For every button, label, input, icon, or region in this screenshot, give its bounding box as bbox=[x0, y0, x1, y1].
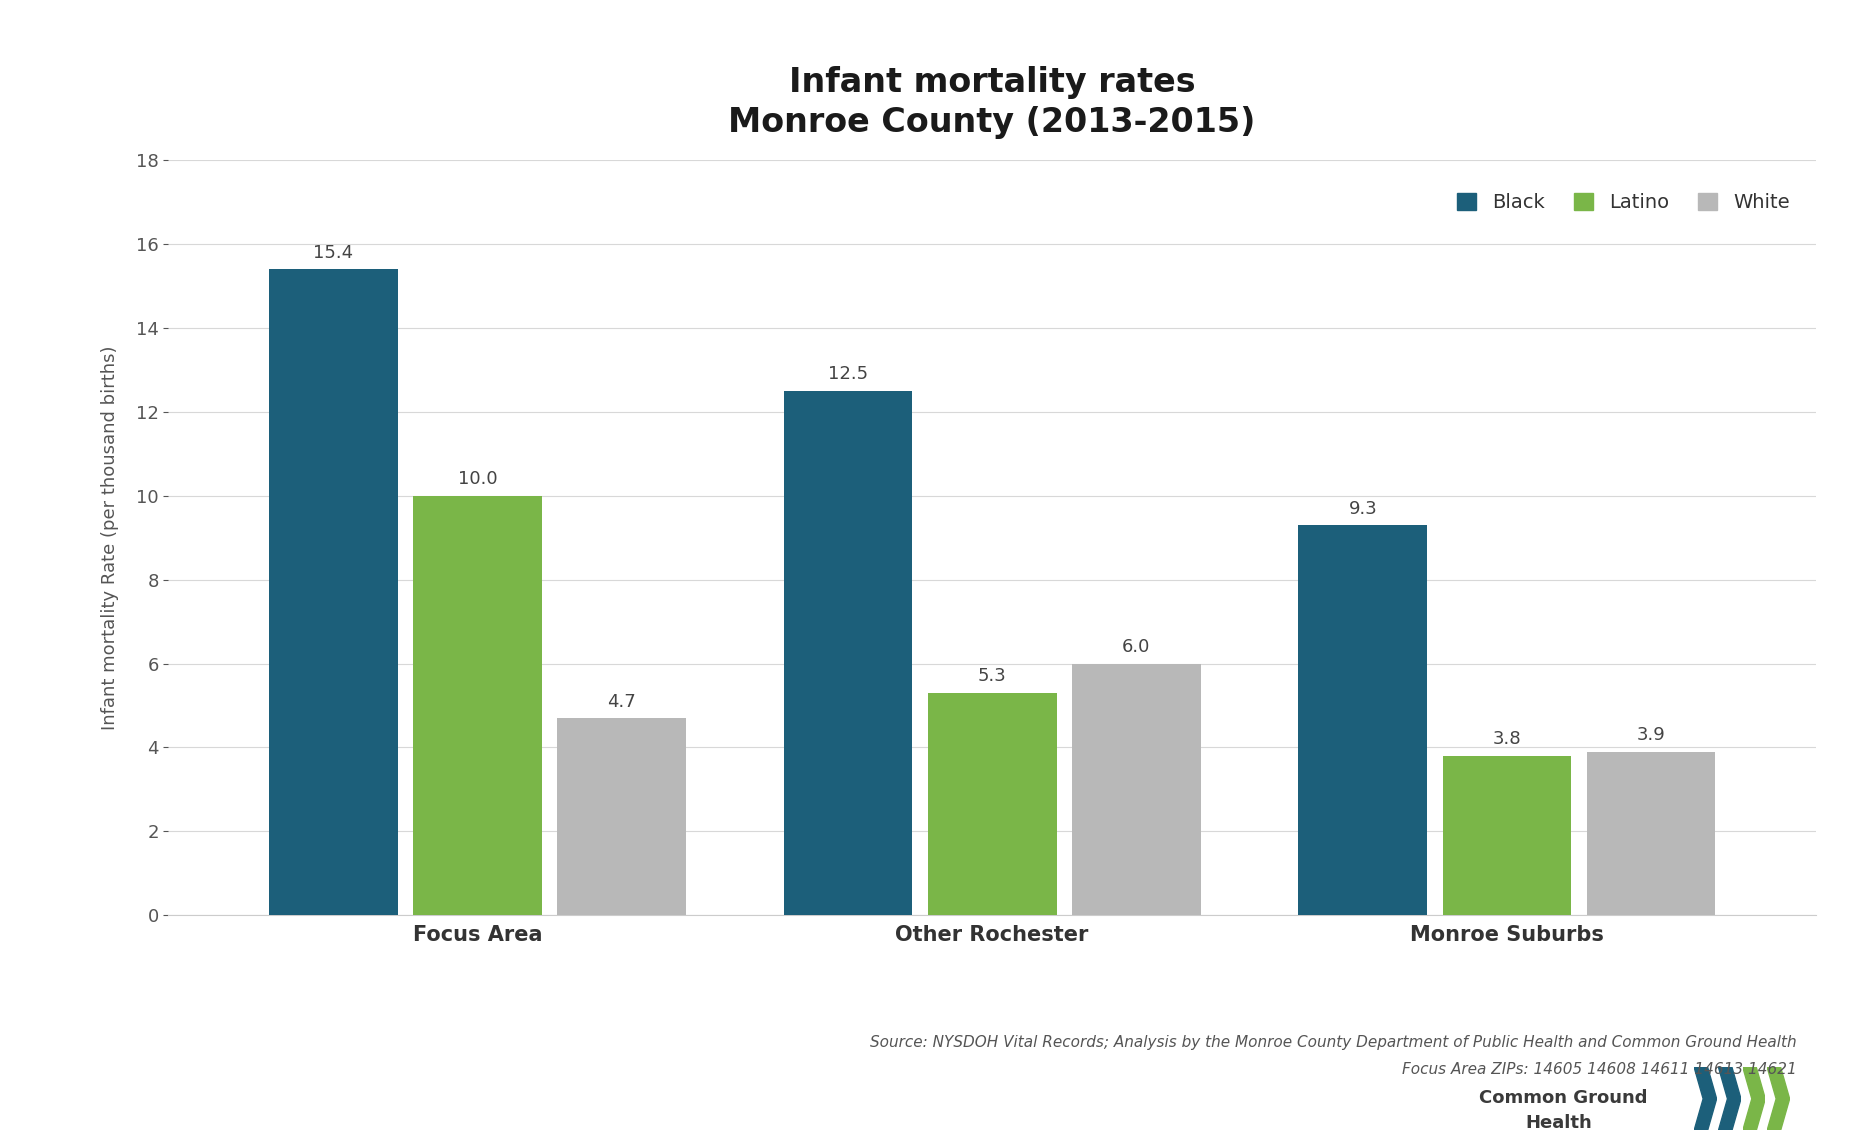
Bar bbox=[784, 391, 912, 915]
Text: Source: NYSDOH Vital Records; Analysis by the Monroe County Department of Public: Source: NYSDOH Vital Records; Analysis b… bbox=[870, 1035, 1797, 1050]
Bar bbox=[558, 718, 685, 915]
Bar bbox=[414, 495, 541, 915]
Polygon shape bbox=[1694, 1067, 1717, 1130]
Bar bbox=[1073, 664, 1200, 915]
Text: 9.3: 9.3 bbox=[1348, 500, 1378, 517]
Bar bbox=[270, 269, 397, 915]
Text: 4.7: 4.7 bbox=[607, 692, 636, 710]
Polygon shape bbox=[1743, 1067, 1765, 1130]
Legend: Black, Latino, White: Black, Latino, White bbox=[1456, 192, 1790, 212]
Text: Common Ground: Common Ground bbox=[1479, 1089, 1647, 1107]
Text: Health: Health bbox=[1526, 1114, 1593, 1133]
Title: Infant mortality rates
Monroe County (2013-2015): Infant mortality rates Monroe County (20… bbox=[728, 65, 1256, 140]
Text: 6.0: 6.0 bbox=[1121, 638, 1151, 656]
Bar bbox=[1299, 525, 1426, 915]
Text: 3.9: 3.9 bbox=[1636, 726, 1666, 744]
Text: 12.5: 12.5 bbox=[827, 365, 869, 383]
Text: 15.4: 15.4 bbox=[313, 244, 354, 262]
Y-axis label: Infant mortality Rate (per thousand births): Infant mortality Rate (per thousand birt… bbox=[101, 345, 120, 730]
Text: 3.8: 3.8 bbox=[1492, 730, 1522, 748]
Bar bbox=[929, 693, 1056, 915]
Bar bbox=[1587, 752, 1715, 915]
Polygon shape bbox=[1767, 1067, 1790, 1130]
Text: Focus Area ZIPs: 14605 14608 14611 14613 14621: Focus Area ZIPs: 14605 14608 14611 14613… bbox=[1402, 1062, 1797, 1077]
Text: 5.3: 5.3 bbox=[977, 667, 1007, 685]
Polygon shape bbox=[1718, 1067, 1741, 1130]
Bar bbox=[1443, 756, 1571, 915]
Text: 10.0: 10.0 bbox=[457, 470, 498, 488]
